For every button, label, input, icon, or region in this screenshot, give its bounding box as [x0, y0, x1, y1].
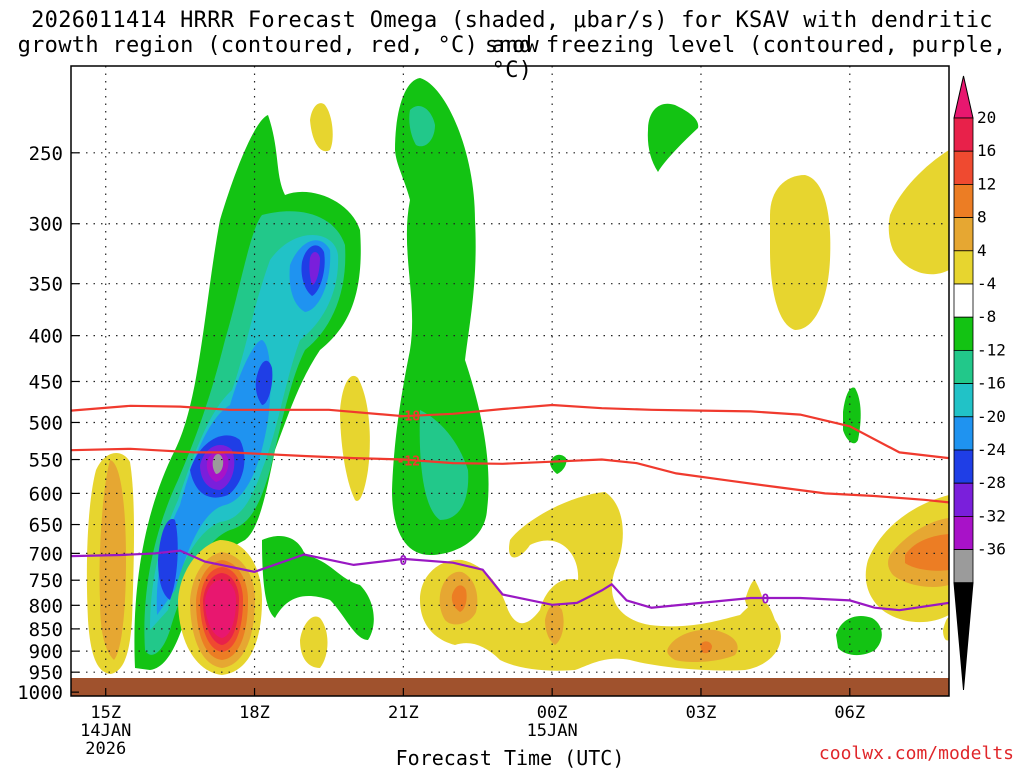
colorbar-swatch — [953, 316, 974, 351]
omega-region-pos-small-19z — [300, 616, 328, 668]
y-tick-label: 700 — [29, 543, 63, 565]
omega-region-minus24-b — [309, 252, 320, 285]
omega-region-pos-04z — [745, 580, 763, 613]
colorbar-swatch — [953, 283, 974, 318]
y-tick-label: 850 — [29, 619, 63, 641]
omega-region-pos8-07z — [905, 534, 949, 571]
contour-lines: -18 -12 0 0 — [71, 403, 949, 612]
omega-region-pos-07z-upper — [888, 150, 949, 275]
omega-region-pos-top-19z — [310, 103, 333, 152]
omega-region-band-21z — [392, 78, 489, 555]
y-tick-label: 350 — [29, 274, 63, 296]
omega-region-pos20 — [205, 580, 236, 638]
omega-region-low-18z — [262, 535, 374, 640]
omega-region-06z-mid — [843, 387, 861, 444]
colorbar-top-arrow — [953, 75, 974, 119]
omega-region-minus8-b — [419, 410, 469, 520]
colorbar-label: -20 — [977, 407, 1006, 426]
y-tick-label: 1000 — [17, 682, 63, 704]
y-tick-label: 300 — [29, 214, 63, 236]
x-tick-label: 15Z — [90, 703, 121, 723]
contour-label: 0 — [762, 592, 770, 607]
colorbar-swatch — [953, 117, 974, 152]
chart-title-line-1: 2026011414 HRRR Forecast Omega (shaded, … — [31, 8, 993, 58]
y-tick-label: 500 — [29, 412, 63, 434]
colorbar-label: 8 — [977, 208, 987, 227]
omega-region-pos-20z — [340, 375, 370, 501]
colorbar-bottom-arrow — [953, 582, 974, 691]
colorbar-label: -28 — [977, 473, 1006, 492]
x-tick-label: 2026 — [85, 739, 126, 759]
credit-text: coolwx.com/modelts — [818, 743, 1014, 764]
omega-region-pos-edge — [943, 617, 949, 641]
colorbar-swatch — [953, 516, 974, 551]
contour-label: 0 — [399, 554, 407, 569]
y-tick-label: 900 — [29, 641, 63, 663]
colorbar-label: -24 — [977, 440, 1006, 459]
colorbar-swatch — [953, 183, 974, 218]
y-tick-label: 650 — [29, 515, 63, 537]
y-tick-label: 400 — [29, 326, 63, 348]
grid — [71, 66, 949, 696]
y-tick-label: 550 — [29, 450, 63, 472]
colorbar-swatch — [953, 150, 974, 185]
omega-region-minus20-c — [255, 360, 273, 405]
contour-line--12 — [71, 447, 949, 504]
colorbar-swatch — [953, 416, 974, 451]
contour-line-0 — [71, 549, 949, 612]
contour-line--18 — [71, 403, 949, 460]
omega-region-pos-03z-upper — [770, 175, 831, 330]
omega-region-small-00z — [550, 454, 567, 474]
omega-region-pos-lowband — [420, 492, 781, 671]
x-tick-label: 03Z — [686, 703, 717, 723]
y-tick-label: 800 — [29, 595, 63, 617]
x-axis-title: Forecast Time (UTC) — [396, 746, 625, 768]
colorbar-label: -16 — [977, 374, 1006, 393]
colorbar-label: -8 — [977, 307, 996, 326]
colorbar-label: 20 — [977, 108, 996, 127]
colorbar-swatch — [953, 549, 974, 584]
y-tick-label: 950 — [29, 662, 63, 684]
chart-title-line-2: growth region (contoured, red, °C) and f… — [17, 33, 1007, 83]
omega-region-minus32 — [212, 454, 224, 474]
omega-region-pos8-22z — [451, 585, 467, 612]
x-tick-label: 00Z — [537, 703, 568, 723]
x-tick-label: 21Z — [388, 703, 419, 723]
y-tick-label: 450 — [29, 371, 63, 393]
colorbar-swatch — [953, 482, 974, 517]
x-tick-label: 15JAN — [527, 721, 578, 741]
x-tick-label: 14JAN — [80, 721, 131, 741]
colorbar-label: -32 — [977, 506, 1006, 525]
omega-region-minus20-d — [158, 519, 178, 600]
colorbar-label: -12 — [977, 340, 1006, 359]
colorbar-swatch — [953, 449, 974, 484]
omega-shading — [86, 78, 949, 675]
colorbar-label: -4 — [977, 274, 996, 293]
y-tick-label: 250 — [29, 143, 63, 165]
omega-region-pos8-03z — [700, 641, 712, 654]
colorbar-swatch — [953, 383, 974, 418]
colorbar-label: 16 — [977, 141, 996, 160]
colorbar-swatch — [953, 349, 974, 384]
omega-region-minus8-c — [409, 105, 435, 147]
colorbar: 20 16 12 8 4 -4 -8 -12 -16 -20 -24 -28 -32 -36 — [953, 75, 1006, 691]
y-axis: 2503003504004505005506006507007508008509… — [17, 143, 79, 704]
contour-label: -18 — [397, 409, 421, 424]
y-tick-label: 600 — [29, 483, 63, 505]
colorbar-swatch — [953, 250, 974, 285]
omega-region-upper-02z — [647, 103, 699, 172]
colorbar-label: 12 — [977, 174, 996, 193]
omega-region-06z-low — [836, 615, 882, 656]
omega-region-pos4-00z — [545, 604, 564, 645]
colorbar-label: 4 — [977, 241, 987, 260]
colorbar-label: -36 — [977, 540, 1006, 559]
contour-label: -12 — [397, 454, 420, 469]
x-tick-label: 18Z — [239, 703, 270, 723]
colorbar-swatch — [953, 217, 974, 252]
ground-strip — [71, 678, 949, 696]
y-tick-label: 750 — [29, 570, 63, 592]
x-tick-label: 06Z — [834, 703, 865, 723]
